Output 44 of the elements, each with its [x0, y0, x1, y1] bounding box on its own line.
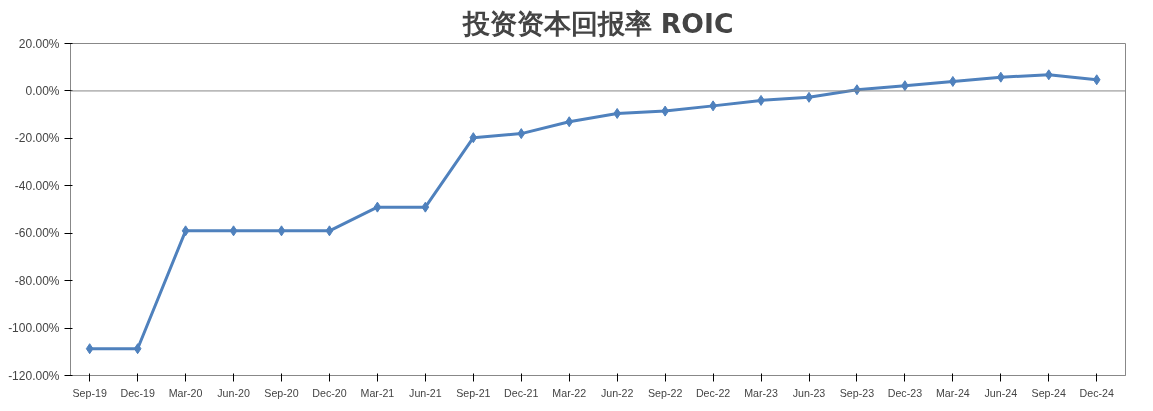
point [613, 107, 622, 119]
x-tick-label: Dec-19 [120, 386, 155, 399]
point [181, 225, 190, 237]
x-tick-label: Jun-20 [217, 386, 250, 399]
x-tick-label: Sep-21 [456, 386, 491, 399]
x-tick-label: Sep-24 [1031, 386, 1067, 399]
point [325, 225, 334, 237]
y-tick-label: -20.00% [14, 131, 60, 146]
point [421, 201, 430, 213]
y-tick-label: -60.00% [14, 226, 60, 241]
x-tick-label: Jun-22 [600, 386, 634, 399]
chart-title: 投资资本回报率 ROIC [461, 7, 734, 39]
x-tick-label: Sep-20 [264, 386, 299, 399]
point [373, 201, 382, 213]
x-tick-label: Dec-24 [1079, 386, 1114, 399]
point [1044, 69, 1053, 81]
point [133, 343, 142, 355]
point [85, 343, 94, 355]
x-tick-label: Sep-22 [647, 386, 683, 399]
x-tick-label: Dec-22 [695, 386, 731, 399]
y-tick-label: -40.00% [14, 178, 60, 193]
x-tick-label: Dec-23 [887, 386, 923, 399]
point [277, 225, 286, 237]
y-tick-label: 0.00% [25, 83, 60, 98]
x-tick-label: Sep-23 [839, 386, 875, 399]
x-tick-label: Jun-23 [792, 386, 826, 399]
x-tick-label: Jun-24 [984, 386, 1018, 399]
x-tick-label: Dec-21 [504, 386, 539, 399]
y-tick-label: -100.00% [8, 321, 60, 336]
x-tick-label: Dec-20 [312, 386, 347, 399]
y-tick-label: 20.00% [18, 36, 60, 51]
x-tick-label: Jun-21 [409, 386, 442, 399]
point [229, 225, 238, 237]
point [565, 116, 574, 128]
x-tick-label: Mar-22 [552, 386, 587, 399]
x-tick-label: Mar-21 [360, 386, 395, 399]
x-tick-label: Sep-19 [72, 386, 107, 399]
x-tick-label: Mar-20 [168, 386, 203, 399]
y-tick-label: -80.00% [14, 273, 60, 288]
point [1092, 74, 1101, 86]
point [517, 128, 526, 140]
x-tick-label: Mar-23 [744, 386, 778, 399]
x-tick-label: Mar-24 [935, 386, 970, 399]
y-tick-label: -120.00% [8, 368, 60, 383]
